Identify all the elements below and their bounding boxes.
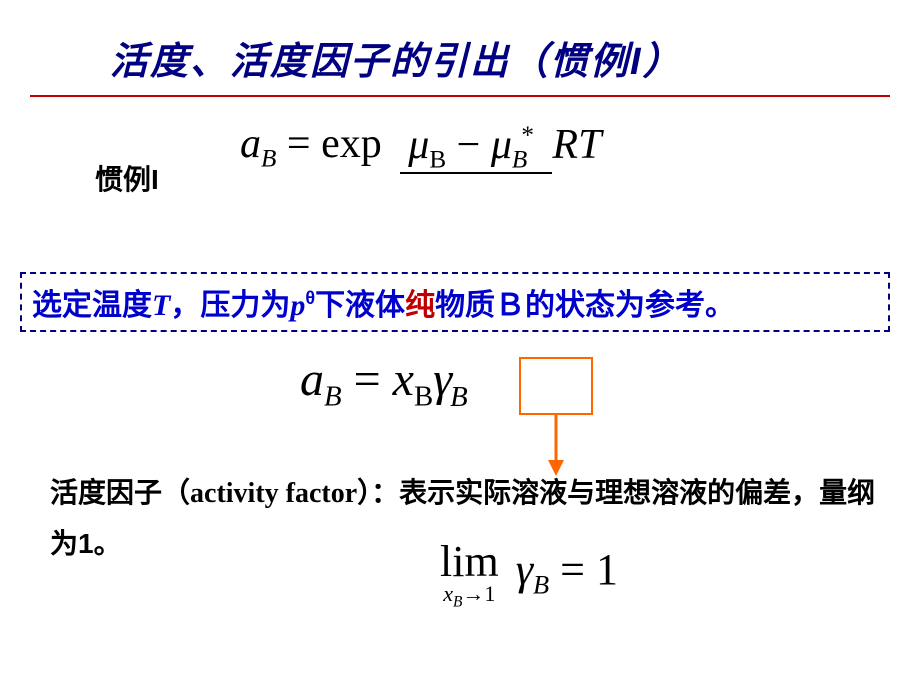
gamma-highlight-box-and-arrow — [518, 356, 638, 486]
eq1-equals: = — [287, 121, 321, 167]
convention-label: 惯例I — [95, 158, 159, 198]
ref-t4: 物质Ｂ的状态为参考。 — [435, 289, 735, 322]
eq3-equals: = — [560, 545, 596, 594]
desc-t1: 活度因子（ — [50, 477, 190, 508]
eq1-denominator: RT — [552, 118, 601, 168]
eq3-limit: lim xB→1 — [440, 536, 499, 611]
eq1-mu2: μ — [491, 122, 512, 168]
ref-p: p — [290, 289, 305, 322]
eq1-a: a — [240, 121, 261, 167]
equation-2: aB = xBγB — [300, 352, 468, 414]
eq2-x-sub: B — [414, 381, 433, 413]
eq3-lim: lim — [440, 537, 499, 586]
eq2-x: x — [393, 353, 414, 406]
title-underline — [30, 95, 890, 97]
ref-t2: ，压力为 — [170, 289, 290, 322]
ref-t3: 下液体 — [315, 289, 405, 322]
eq2-a-sub: B — [324, 381, 342, 413]
ref-theta: θ — [305, 288, 315, 308]
eq2-equals: = — [354, 353, 393, 406]
eq1-T: T — [578, 122, 601, 168]
eq1-R: R — [552, 122, 578, 168]
eq3-lim-sub: xB→1 — [440, 581, 499, 611]
eq3-one: 1 — [596, 545, 618, 594]
ref-t1: 选定温度 — [32, 289, 152, 322]
eq2-gamma-sub: B — [450, 381, 468, 413]
eq1-a-sub: B — [261, 145, 276, 172]
equation-3: lim xB→1 γB = 1 — [440, 536, 618, 611]
eq1-mu1: μ — [408, 122, 429, 168]
eq1-minus: − — [457, 122, 491, 168]
eq1-mu1-sub: B — [429, 146, 446, 173]
eq2-a: a — [300, 353, 324, 406]
eq3-gamma: γ — [516, 545, 533, 594]
eq1-fraction: μB − μB* RT — [400, 121, 601, 174]
eq1-mu2-sub: B — [512, 146, 527, 173]
reference-state-box: 选定温度T，压力为pθ下液体纯物质Ｂ的状态为参考。 — [20, 272, 890, 332]
equation-1: aB = exp μB − μB* RT — [240, 120, 601, 174]
eq1-mu2-sup: * — [521, 122, 534, 149]
eq1-numerator: μB − μB* — [400, 122, 552, 174]
ref-pure: 纯 — [405, 289, 435, 322]
eq3-gamma-sub: B — [533, 570, 549, 600]
ref-T: T — [152, 289, 170, 322]
eq1-exp: exp — [321, 121, 382, 167]
slide-title: 活度、活度因子的引出（惯例I） — [0, 0, 920, 95]
desc-en: activity factor — [190, 478, 357, 509]
